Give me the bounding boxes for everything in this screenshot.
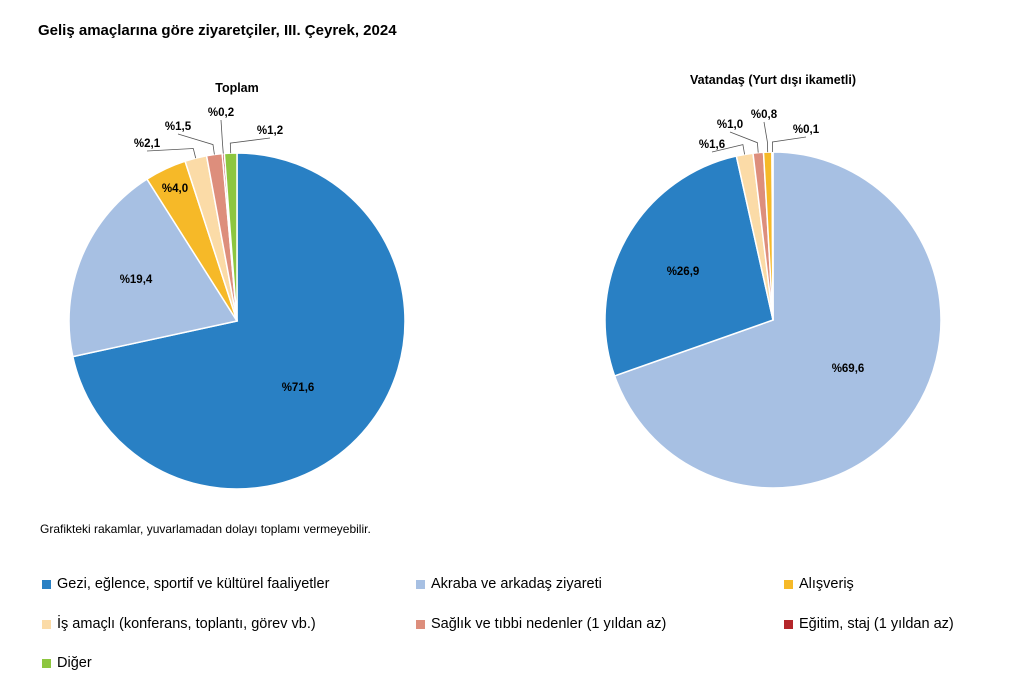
legend-item-is: İş amaçlı (konferans, toplantı, görev vb… xyxy=(42,616,316,632)
legend-item-gezi: Gezi, eğlence, sportif ve kültürel faali… xyxy=(42,576,329,592)
legend-swatch xyxy=(42,579,51,589)
leader-line xyxy=(729,131,759,153)
slice-label: %0,2 xyxy=(208,107,234,119)
leader-line xyxy=(711,144,745,155)
pie-chart-2: Vatandaş (Yurt dışı ikametli) %69,6 %26,9%… xyxy=(604,73,942,489)
pie-subtitle: Toplam xyxy=(215,81,259,95)
legend-swatch xyxy=(42,658,51,668)
pie-slice-akraba xyxy=(613,151,942,489)
slice-label: %69,6 xyxy=(832,363,865,375)
legend-label: Alışveriş xyxy=(799,576,854,592)
slice-label: %1,2 xyxy=(257,125,283,137)
legend-swatch xyxy=(784,619,793,629)
slice-label: %4,0 xyxy=(162,183,188,195)
footnote: Grafikteki rakamlar, yuvarlamadan dolayı… xyxy=(40,522,371,536)
legend-label: Sağlık ve tıbbi nedenler (1 yıldan az) xyxy=(431,616,667,632)
slice-label: %0,8 xyxy=(751,109,778,121)
pie-slice-akraba xyxy=(68,178,239,358)
slice-label: %1,5 xyxy=(165,121,192,133)
legend-swatch xyxy=(784,579,793,589)
legend-item-akraba: Akraba ve arkadaş ziyareti xyxy=(416,576,602,592)
legend-label: İş amaçlı (konferans, toplantı, görev vb… xyxy=(57,616,316,632)
leader-line xyxy=(763,121,769,153)
legend-item-alisveris: Alışveriş xyxy=(784,576,854,592)
legend-swatch xyxy=(416,619,425,629)
slice-label: %26,9 xyxy=(667,266,700,278)
legend-item-saglik: Sağlık ve tıbbi nedenler (1 yıldan az) xyxy=(416,616,666,632)
legend-label: Gezi, eğlence, sportif ve kültürel faali… xyxy=(57,576,330,592)
slice-label: %2,1 xyxy=(134,138,161,150)
leader-line xyxy=(229,137,271,154)
legend-label: Diğer xyxy=(57,655,92,671)
slice-label: %1,0 xyxy=(717,119,743,131)
pie-slice-diger xyxy=(223,152,238,322)
legend-item-egitim: Eğitim, staj (1 yıldan az) xyxy=(784,616,954,632)
legend-item-diger: Diğer xyxy=(42,655,92,671)
pie-slice-egitim xyxy=(771,151,774,321)
leader-line xyxy=(146,148,197,159)
leader-line xyxy=(177,133,215,155)
leader-line xyxy=(771,136,807,153)
slice-label: %71,6 xyxy=(282,382,315,394)
pie-subtitle: Vatandaş (Yurt dışı ikametli) xyxy=(690,73,856,87)
pie-slice-gezi xyxy=(71,152,406,490)
legend-swatch xyxy=(416,579,425,589)
legend-label: Akraba ve arkadaş ziyareti xyxy=(431,576,602,592)
pie-slice-gezi xyxy=(604,155,774,377)
slice-label: %1,6 xyxy=(699,139,725,151)
legend-swatch xyxy=(42,619,51,629)
pie-chart-1: Toplam %71,6 %19,4 %4,0 %2,1 %1,5 %0,2 %1,2 xyxy=(68,81,406,490)
slice-label: %0,1 xyxy=(793,124,820,136)
legend-label: Eğitim, staj (1 yıldan az) xyxy=(799,616,954,632)
leader-line xyxy=(220,119,224,154)
chart-title: Geliş amaçlarına göre ziyaretçiler, III.… xyxy=(38,22,397,39)
slice-label: %19,4 xyxy=(120,274,153,286)
charts-canvas: Toplam %71,6 %19,4 %4,0 %2,1 %1,5 %0,2 %1,2 Vata… xyxy=(68,73,942,490)
